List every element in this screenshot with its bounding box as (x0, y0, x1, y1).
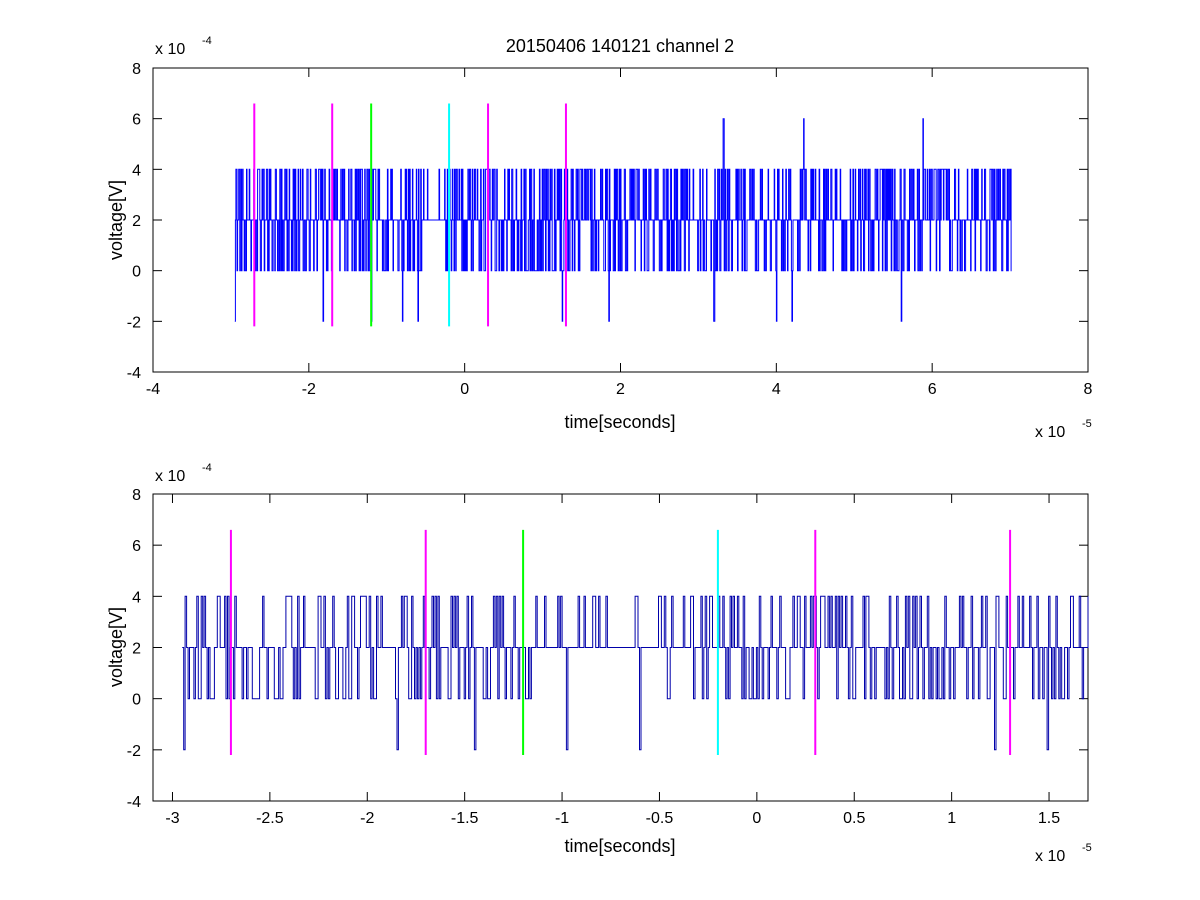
x-tick-label: 0 (460, 381, 469, 398)
x-tick-label: 4 (772, 381, 781, 398)
y-tick-label: 6 (132, 538, 141, 555)
chart-title: 20150406 140121 channel 2 (506, 36, 734, 56)
x-tick-label: -3 (165, 810, 179, 827)
y-tick-label: 4 (132, 162, 141, 179)
x-tick-label: -2 (302, 381, 316, 398)
x-tick-label: 0 (752, 810, 761, 827)
bottom-plot: time[seconds] voltage[V] x 10 -4 x 10 -5… (106, 462, 1092, 865)
y-tick-label: 6 (132, 112, 141, 129)
top-y-exponent: -4 (202, 35, 212, 47)
y-tick-label: 0 (132, 264, 141, 281)
x-tick-label: -4 (146, 381, 160, 398)
top-x-exponent-label: x 10 (1035, 424, 1065, 441)
bottom-y-exponent: -4 (202, 462, 212, 474)
x-tick-label: -1 (555, 810, 569, 827)
x-tick-label: 2 (616, 381, 625, 398)
x-tick-label: 0.5 (843, 810, 865, 827)
top-plot: 20150406 140121 channel 2 time[seconds] … (106, 35, 1093, 441)
voltage-trace (182, 595, 1089, 751)
y-tick-label: -2 (127, 314, 141, 331)
x-tick-label: -2.5 (256, 810, 284, 827)
y-tick-label: -2 (127, 743, 141, 760)
y-tick-label: -4 (127, 365, 141, 382)
bottom-y-exponent-label: x 10 (155, 468, 185, 485)
top-y-axis-title: voltage[V] (106, 180, 126, 260)
x-tick-label: -1.5 (451, 810, 479, 827)
y-tick-label: 2 (132, 213, 141, 230)
top-x-exponent: -5 (1082, 418, 1092, 430)
y-tick-label: -4 (127, 794, 141, 811)
x-tick-label: 1 (947, 810, 956, 827)
y-tick-label: 8 (132, 487, 141, 504)
bottom-x-axis-title: time[seconds] (564, 836, 675, 856)
x-tick-label: 6 (928, 381, 937, 398)
x-tick-label: -2 (360, 810, 374, 827)
bottom-x-exponent-label: x 10 (1035, 848, 1065, 865)
top-x-axis-title: time[seconds] (564, 412, 675, 432)
x-tick-label: 1.5 (1038, 810, 1060, 827)
x-tick-label: -0.5 (646, 810, 674, 827)
y-tick-label: 2 (132, 641, 141, 658)
top-y-exponent-label: x 10 (155, 41, 185, 58)
y-tick-label: 4 (132, 589, 141, 606)
y-tick-label: 8 (132, 61, 141, 78)
bottom-y-axis-title: voltage[V] (106, 607, 126, 687)
bottom-x-exponent: -5 (1082, 842, 1092, 854)
voltage-trace (234, 118, 1012, 322)
x-tick-label: 8 (1084, 381, 1093, 398)
y-tick-label: 0 (132, 692, 141, 709)
